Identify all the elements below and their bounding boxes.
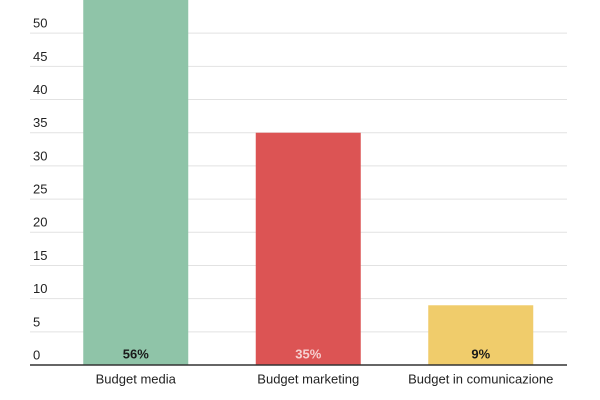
value-label: 56%: [123, 346, 149, 361]
y-tick-label: 25: [33, 182, 47, 197]
x-tick-label: Budget marketing: [257, 371, 359, 386]
value-label: 9%: [471, 346, 490, 361]
x-tick-label: Budget in comunicazione: [408, 371, 553, 386]
bar: [428, 305, 534, 365]
y-tick-label: 45: [33, 49, 47, 64]
bar: [255, 132, 361, 365]
value-label: 35%: [295, 346, 321, 361]
y-tick-label: 15: [33, 248, 47, 263]
y-tick-label: 0: [33, 347, 40, 362]
bar: [83, 0, 189, 365]
y-tick-label: 5: [33, 314, 40, 329]
y-tick-label: 20: [33, 215, 47, 230]
y-tick-label: 35: [33, 115, 47, 130]
y-tick-label: 30: [33, 148, 47, 163]
y-tick-label: 40: [33, 82, 47, 97]
y-tick-label: 50: [33, 16, 47, 31]
x-tick-label: Budget media: [96, 371, 177, 386]
y-tick-label: 10: [33, 281, 47, 296]
